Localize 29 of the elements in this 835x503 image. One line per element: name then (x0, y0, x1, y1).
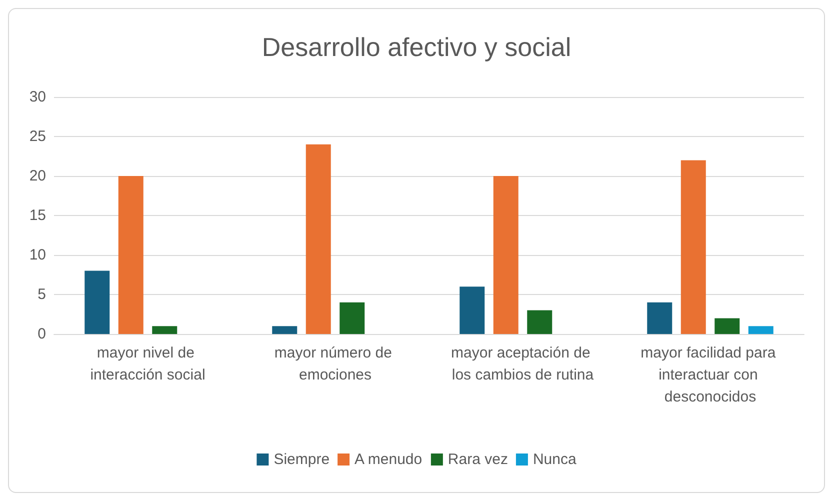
legend-label: Rara vez (448, 451, 508, 468)
x-tick-label: mayor aceptación de los cambios de rutina (451, 344, 594, 384)
bar (680, 160, 706, 334)
y-tick-label: 10 (29, 246, 46, 264)
x-tick-label: mayor nivel de interacción social (90, 344, 206, 384)
bar (527, 310, 552, 334)
bar (493, 176, 518, 334)
y-tick-label: 0 (38, 326, 46, 342)
y-tick-label: 25 (29, 128, 46, 145)
x-tick-label: mayor número de emociones (274, 344, 396, 384)
bar (306, 144, 331, 334)
y-tick-label: 15 (29, 207, 46, 224)
bar (647, 302, 672, 334)
chart-title: Desarrollo afectivo y social (262, 32, 572, 62)
y-tick-label: 20 (29, 168, 46, 184)
legend-label: Nunca (532, 451, 577, 468)
x-tick-label: mayor facilidad para interactuar con desconocidos (640, 344, 780, 406)
legend-label: Siempre (274, 451, 330, 468)
bar (272, 326, 298, 334)
legend-label: A menudo (354, 451, 422, 468)
bar (118, 176, 144, 334)
bar (152, 326, 178, 334)
y-tick-label: 5 (38, 286, 46, 303)
bar (748, 326, 774, 334)
bar (714, 318, 740, 334)
y-tick-label: 30 (29, 88, 46, 106)
bar (460, 286, 485, 334)
bar (340, 302, 365, 334)
bar (84, 270, 110, 334)
